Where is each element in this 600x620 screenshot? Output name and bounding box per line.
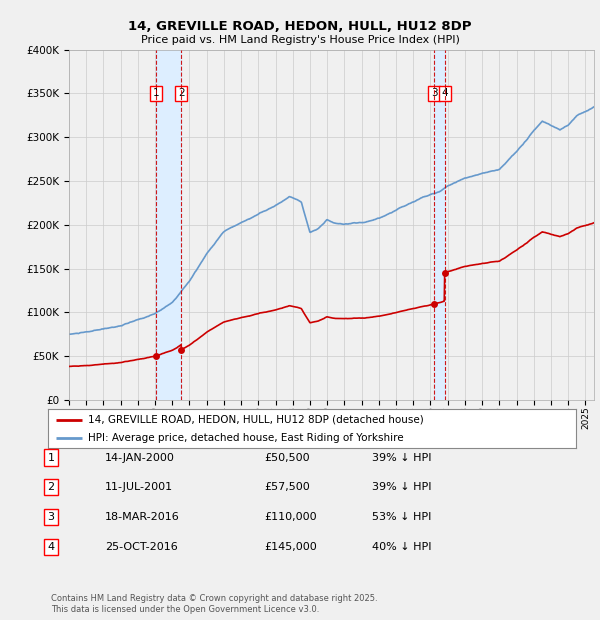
Text: 14, GREVILLE ROAD, HEDON, HULL, HU12 8DP (detached house): 14, GREVILLE ROAD, HEDON, HULL, HU12 8DP… bbox=[88, 415, 424, 425]
Text: 53% ↓ HPI: 53% ↓ HPI bbox=[372, 512, 431, 522]
Text: £145,000: £145,000 bbox=[264, 542, 317, 552]
Text: 39% ↓ HPI: 39% ↓ HPI bbox=[372, 453, 431, 463]
Text: 3: 3 bbox=[47, 512, 55, 522]
Text: 2: 2 bbox=[47, 482, 55, 492]
Text: Contains HM Land Registry data © Crown copyright and database right 2025.
This d: Contains HM Land Registry data © Crown c… bbox=[51, 595, 377, 614]
Text: 1: 1 bbox=[47, 453, 55, 463]
Text: £57,500: £57,500 bbox=[264, 482, 310, 492]
Text: 39% ↓ HPI: 39% ↓ HPI bbox=[372, 482, 431, 492]
Text: 3: 3 bbox=[431, 89, 437, 99]
Bar bbox=[156, 50, 181, 400]
Text: HPI: Average price, detached house, East Riding of Yorkshire: HPI: Average price, detached house, East… bbox=[88, 433, 403, 443]
Bar bbox=[434, 50, 445, 400]
Text: Price paid vs. HM Land Registry's House Price Index (HPI): Price paid vs. HM Land Registry's House … bbox=[140, 35, 460, 45]
Text: 14, GREVILLE ROAD, HEDON, HULL, HU12 8DP: 14, GREVILLE ROAD, HEDON, HULL, HU12 8DP bbox=[128, 20, 472, 32]
Text: 25-OCT-2016: 25-OCT-2016 bbox=[105, 542, 178, 552]
Text: £50,500: £50,500 bbox=[264, 453, 310, 463]
Text: £110,000: £110,000 bbox=[264, 512, 317, 522]
Text: 14-JAN-2000: 14-JAN-2000 bbox=[105, 453, 175, 463]
Text: 18-MAR-2016: 18-MAR-2016 bbox=[105, 512, 180, 522]
Text: 1: 1 bbox=[152, 89, 159, 99]
Text: 4: 4 bbox=[47, 542, 55, 552]
Text: 2: 2 bbox=[178, 89, 185, 99]
Text: 11-JUL-2001: 11-JUL-2001 bbox=[105, 482, 173, 492]
Text: 40% ↓ HPI: 40% ↓ HPI bbox=[372, 542, 431, 552]
Text: 4: 4 bbox=[441, 89, 448, 99]
